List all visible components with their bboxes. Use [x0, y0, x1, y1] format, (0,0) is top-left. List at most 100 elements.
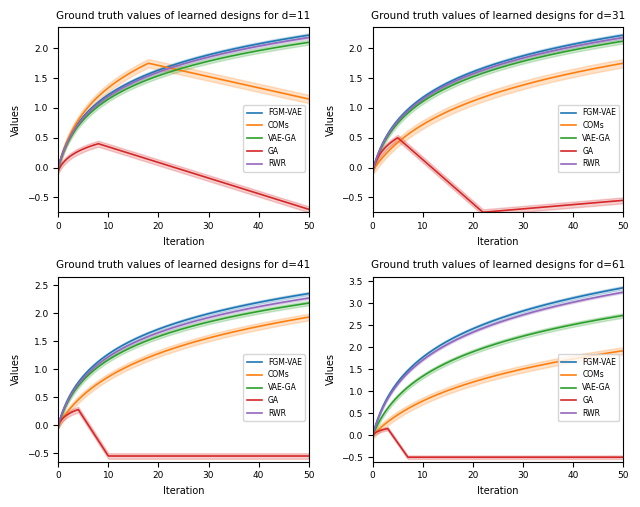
Line: GA: GA: [58, 410, 308, 456]
GA: [519, 206, 527, 212]
RWR: [204, 315, 211, 321]
COMs: [209, 75, 216, 81]
Line: RWR: RWR: [372, 38, 623, 170]
GA: [305, 206, 312, 212]
GA: [282, 199, 290, 205]
FGM-VAE: [203, 311, 211, 317]
GA: [369, 432, 376, 438]
GA: [267, 453, 275, 459]
VAE-GA: [282, 43, 289, 49]
RWR: [620, 289, 627, 295]
FGM-VAE: [54, 164, 62, 170]
Legend: FGM-VAE, COMs, VAE-GA, GA, RWR: FGM-VAE, COMs, VAE-GA, GA, RWR: [243, 354, 305, 421]
Line: COMs: COMs: [58, 317, 308, 425]
Line: COMs: COMs: [372, 63, 623, 170]
COMs: [370, 431, 378, 438]
VAE-GA: [208, 57, 216, 63]
COMs: [54, 422, 62, 428]
FGM-VAE: [518, 308, 525, 314]
VAE-GA: [54, 422, 62, 428]
GA: [54, 422, 62, 428]
Legend: FGM-VAE, COMs, VAE-GA, GA, RWR: FGM-VAE, COMs, VAE-GA, GA, RWR: [558, 354, 620, 421]
VAE-GA: [518, 58, 525, 64]
GA: [305, 453, 312, 459]
GA: [369, 167, 376, 173]
Y-axis label: Values: Values: [326, 353, 335, 385]
GA: [370, 165, 378, 171]
RWR: [54, 422, 62, 428]
RWR: [369, 167, 376, 173]
FGM-VAE: [370, 429, 378, 435]
Line: RWR: RWR: [58, 38, 308, 167]
COMs: [266, 87, 274, 93]
VAE-GA: [517, 334, 525, 340]
Line: GA: GA: [372, 429, 623, 457]
FGM-VAE: [522, 52, 530, 58]
Line: VAE-GA: VAE-GA: [58, 43, 308, 167]
GA: [74, 407, 82, 413]
GA: [204, 453, 212, 459]
COMs: [203, 336, 211, 342]
Legend: FGM-VAE, COMs, VAE-GA, GA, RWR: FGM-VAE, COMs, VAE-GA, GA, RWR: [558, 105, 620, 171]
VAE-GA: [580, 45, 588, 51]
FGM-VAE: [204, 52, 211, 58]
COMs: [305, 314, 312, 320]
FGM-VAE: [55, 419, 63, 425]
Title: Ground truth values of learned designs for d=61: Ground truth values of learned designs f…: [371, 261, 625, 270]
VAE-GA: [203, 319, 211, 325]
RWR: [370, 429, 378, 435]
COMs: [282, 91, 290, 97]
FGM-VAE: [266, 297, 273, 303]
RWR: [305, 295, 312, 301]
GA: [283, 453, 291, 459]
COMs: [204, 74, 212, 80]
VAE-GA: [305, 40, 312, 46]
FGM-VAE: [208, 51, 216, 57]
RWR: [522, 54, 530, 60]
RWR: [54, 164, 62, 170]
RWR: [266, 302, 273, 308]
GA: [204, 174, 211, 180]
GA: [620, 454, 627, 460]
RWR: [204, 54, 211, 60]
COMs: [208, 334, 216, 340]
VAE-GA: [596, 42, 604, 48]
GA: [394, 135, 402, 141]
COMs: [522, 81, 530, 87]
GA: [524, 454, 531, 460]
FGM-VAE: [580, 39, 588, 45]
VAE-GA: [266, 46, 273, 52]
COMs: [517, 367, 525, 373]
VAE-GA: [208, 318, 216, 324]
RWR: [596, 39, 604, 45]
COMs: [370, 166, 378, 172]
GA: [582, 200, 589, 206]
COMs: [305, 96, 312, 102]
VAE-GA: [580, 319, 588, 325]
VAE-GA: [370, 430, 378, 436]
X-axis label: Iteration: Iteration: [163, 486, 204, 496]
COMs: [369, 432, 376, 438]
GA: [209, 453, 217, 459]
Line: VAE-GA: VAE-GA: [372, 41, 623, 170]
RWR: [518, 312, 525, 318]
Line: VAE-GA: VAE-GA: [58, 303, 308, 425]
GA: [479, 209, 487, 215]
COMs: [369, 167, 376, 173]
FGM-VAE: [204, 311, 211, 317]
RWR: [305, 34, 312, 41]
GA: [598, 454, 605, 460]
GA: [266, 194, 274, 200]
COMs: [517, 83, 525, 89]
FGM-VAE: [282, 295, 289, 301]
VAE-GA: [266, 306, 273, 312]
GA: [524, 205, 531, 211]
Line: FGM-VAE: FGM-VAE: [372, 35, 623, 170]
RWR: [55, 419, 63, 425]
Line: FGM-VAE: FGM-VAE: [58, 35, 308, 167]
FGM-VAE: [54, 422, 62, 428]
VAE-GA: [369, 432, 376, 438]
VAE-GA: [204, 58, 211, 64]
VAE-GA: [54, 164, 62, 170]
Line: COMs: COMs: [58, 63, 308, 167]
